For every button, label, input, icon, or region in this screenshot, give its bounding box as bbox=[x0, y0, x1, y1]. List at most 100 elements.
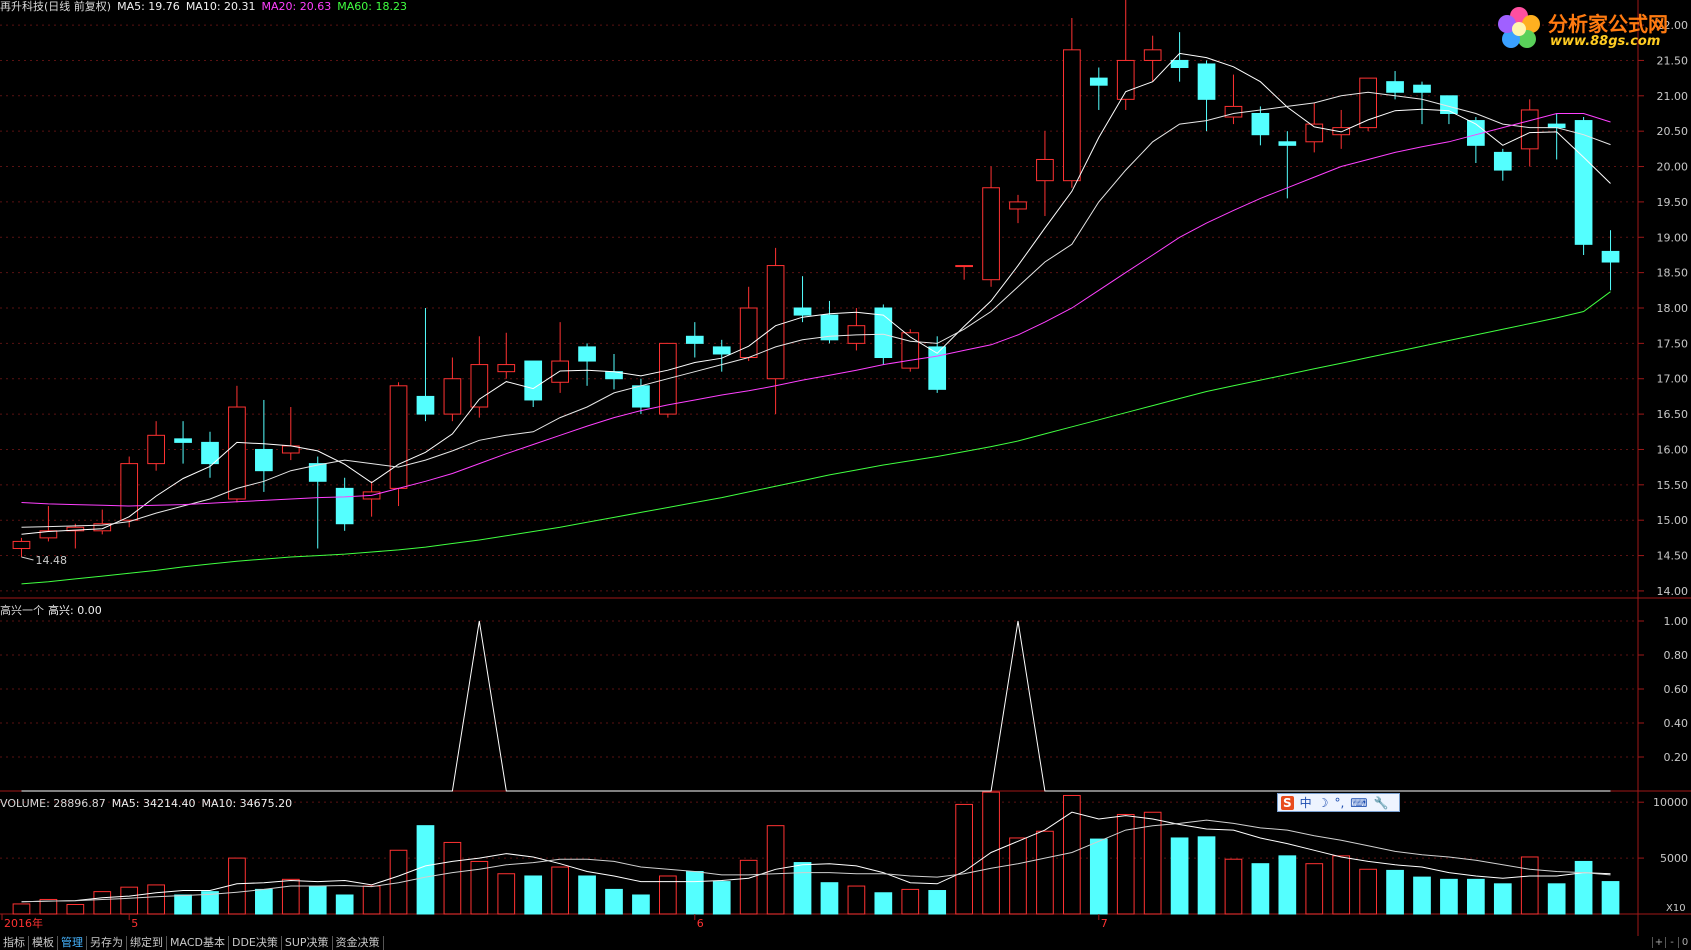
candle-body bbox=[982, 187, 1000, 281]
zoom-out-button[interactable]: - bbox=[1665, 937, 1678, 948]
price-panel-header: 再升科技(日线 前复权) MA5: 19.76 MA10: 20.31 MA20: 2… bbox=[0, 0, 413, 14]
volume-bar bbox=[66, 903, 85, 915]
tab-macd[interactable]: MACD基本 bbox=[167, 936, 229, 950]
volume-bar bbox=[712, 881, 731, 915]
y-tick-label: 22.00 bbox=[1657, 19, 1689, 32]
volume-bar bbox=[793, 862, 812, 915]
y-tick-label: 16.50 bbox=[1657, 408, 1689, 421]
candle-body bbox=[1278, 141, 1297, 146]
volume-bar bbox=[12, 903, 31, 915]
y-tick-label: 14.00 bbox=[1657, 585, 1689, 598]
volume-bar bbox=[443, 841, 462, 915]
candle-body bbox=[66, 526, 85, 532]
volume-ma-ma5 bbox=[21, 811, 1611, 903]
ime-settings-icon[interactable]: 🔧 bbox=[1373, 795, 1389, 810]
volume-bar bbox=[281, 878, 300, 915]
candle-body bbox=[685, 335, 704, 344]
tab-sup[interactable]: SUP决策 bbox=[282, 936, 333, 950]
volume-bar bbox=[524, 875, 543, 915]
volume-bar bbox=[1036, 830, 1054, 915]
tab-indicator[interactable]: 指标 bbox=[0, 936, 29, 950]
volume-bar bbox=[1601, 881, 1620, 915]
tab-bind-to[interactable]: 绑定到 bbox=[127, 936, 167, 950]
candle-body bbox=[1359, 77, 1377, 129]
volume-bar bbox=[120, 886, 139, 915]
candle-body bbox=[1089, 77, 1108, 86]
candle-body bbox=[1009, 201, 1027, 210]
candle-body bbox=[1224, 105, 1243, 118]
volume-bar bbox=[1332, 855, 1351, 915]
volume-bar bbox=[1359, 868, 1377, 915]
volume-bar bbox=[497, 873, 516, 915]
ma10-value: MA10: 20.31 bbox=[185, 0, 256, 13]
candle-body bbox=[739, 307, 758, 359]
candle-body bbox=[1574, 120, 1593, 245]
volume-bar bbox=[93, 891, 112, 915]
ma-line-ma20 bbox=[21, 113, 1611, 507]
volume-bar bbox=[1251, 863, 1270, 915]
ma-line-ma10 bbox=[21, 91, 1611, 528]
y-tick-label: 0.20 bbox=[1664, 751, 1689, 764]
volume-bar bbox=[1413, 876, 1431, 915]
candle-body bbox=[255, 448, 273, 472]
volume-bar bbox=[1116, 813, 1135, 915]
y-tick-label: 18.00 bbox=[1657, 302, 1689, 315]
volume-bar bbox=[874, 892, 893, 915]
candle-body bbox=[955, 265, 973, 268]
ma-line-ma60 bbox=[21, 291, 1611, 585]
y-tick-label: 14.50 bbox=[1657, 550, 1689, 563]
candle-body bbox=[1063, 49, 1081, 182]
zoom-reset-button[interactable]: 0 bbox=[1678, 937, 1691, 948]
zoom-in-button[interactable]: + bbox=[1652, 937, 1665, 948]
ime-logo-icon[interactable]: S bbox=[1281, 795, 1294, 810]
volume-unit-label: X10 bbox=[1666, 903, 1686, 914]
volume-bar bbox=[255, 888, 273, 915]
candle-body bbox=[928, 346, 947, 390]
min-pointer bbox=[21, 556, 34, 561]
candle-body bbox=[228, 406, 246, 500]
x-tick-label: 2016年 bbox=[4, 916, 43, 930]
indicator-name: 高兴一个 bbox=[0, 604, 44, 617]
volume-bar bbox=[1547, 883, 1566, 915]
volume-ma-ma10 bbox=[21, 819, 1611, 903]
volume-bar bbox=[174, 894, 192, 915]
x-tick-label: 5 bbox=[131, 917, 138, 930]
volume-bar bbox=[308, 885, 327, 915]
volume-bar bbox=[1009, 837, 1027, 915]
tab-manage[interactable]: 管理 bbox=[58, 936, 87, 950]
tab-dde[interactable]: DDE决策 bbox=[229, 936, 282, 950]
y-tick-label: 1.00 bbox=[1664, 615, 1689, 628]
ma20-value: MA20: 20.63 bbox=[261, 0, 332, 13]
y-tick-label: 17.00 bbox=[1657, 373, 1689, 386]
candle-body bbox=[1197, 63, 1216, 100]
tab-template[interactable]: 模板 bbox=[29, 936, 58, 950]
indicator-panel-header: 高兴一个 高兴: 0.00 bbox=[0, 604, 108, 618]
volume-bar bbox=[928, 890, 947, 915]
volume-bar bbox=[1520, 856, 1539, 915]
ma-line-ma5 bbox=[21, 52, 1611, 535]
volume-bar bbox=[1493, 883, 1512, 915]
x-tick-label: 6 bbox=[697, 917, 704, 930]
tab-save-as[interactable]: 另存为 bbox=[87, 936, 127, 950]
candle-body bbox=[470, 364, 489, 408]
volume-value: VOLUME: 28896.87 bbox=[0, 797, 106, 810]
logo-title: 分析家公式网 bbox=[1548, 12, 1668, 36]
tab-fund[interactable]: 资金决策 bbox=[333, 936, 384, 950]
x-tick-label: 7 bbox=[1101, 917, 1108, 930]
ime-keyboard-icon[interactable]: ⌨ bbox=[1350, 795, 1368, 810]
ime-moon-icon[interactable]: ☽ bbox=[1317, 795, 1329, 810]
y-tick-label: 17.50 bbox=[1657, 337, 1689, 350]
candle-body bbox=[1170, 59, 1189, 69]
ime-toolbar[interactable]: S 中 ☽ °, ⌨ 🔧 bbox=[1277, 793, 1400, 812]
candle-body bbox=[147, 434, 165, 465]
y-tick-label: 18.50 bbox=[1657, 267, 1689, 280]
ime-punctuation-icon[interactable]: °, bbox=[1334, 795, 1345, 810]
volume-bar bbox=[1440, 878, 1458, 915]
candle-body bbox=[578, 346, 596, 362]
candle-body bbox=[1251, 112, 1270, 136]
volume-bar bbox=[1197, 836, 1216, 915]
ime-chinese-mode[interactable]: 中 bbox=[1299, 796, 1312, 810]
y-tick-label: 10000 bbox=[1653, 796, 1688, 809]
candle-body bbox=[901, 332, 920, 369]
